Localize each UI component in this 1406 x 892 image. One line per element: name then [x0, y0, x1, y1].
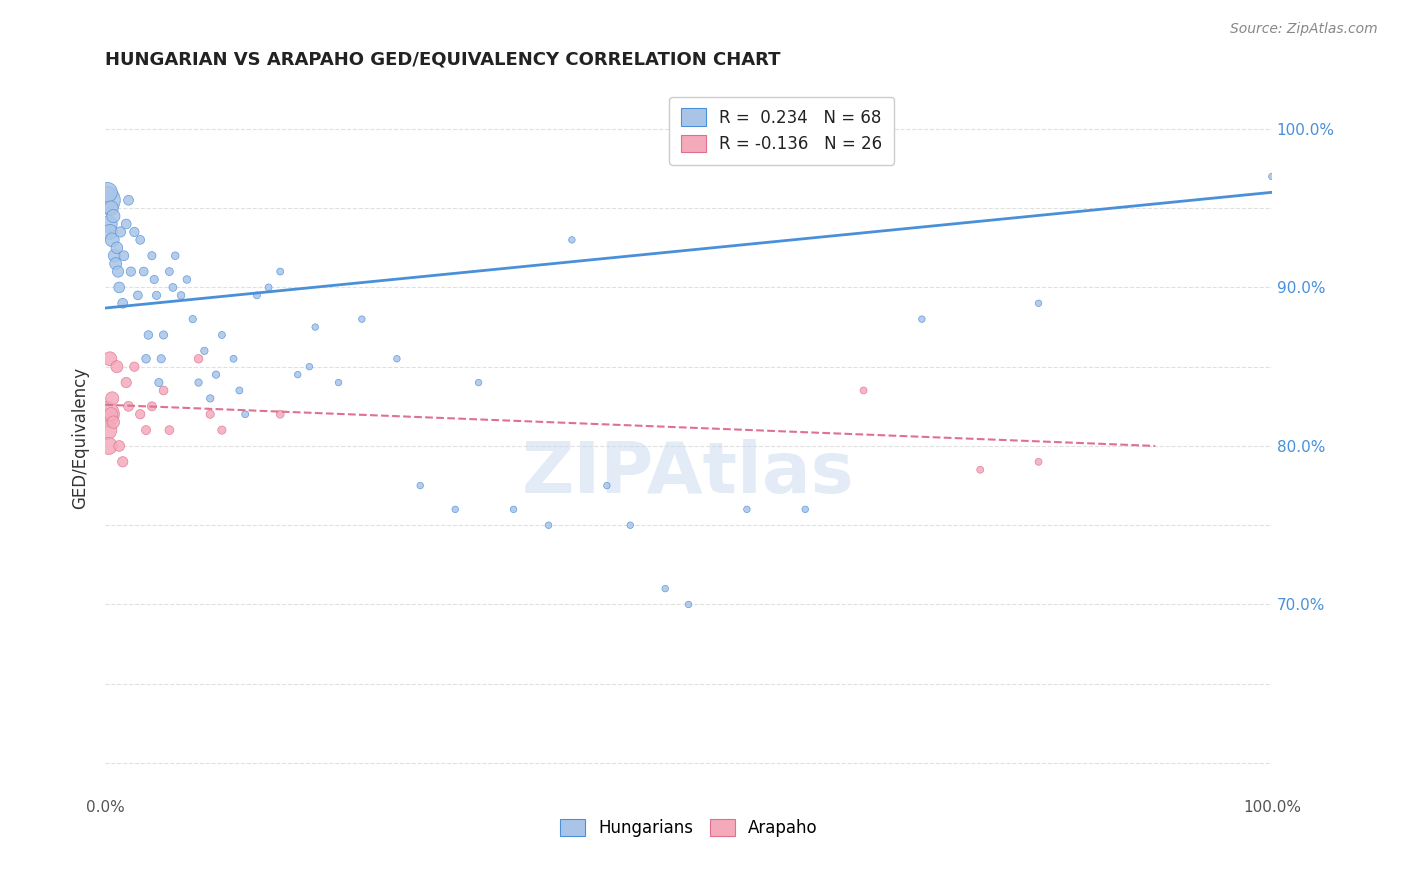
Point — [145, 288, 167, 302]
Point — [148, 376, 170, 390]
Point — [205, 368, 228, 382]
Point — [467, 376, 489, 390]
Point — [120, 264, 142, 278]
Point — [129, 233, 152, 247]
Point — [96, 186, 118, 200]
Point — [150, 351, 173, 366]
Point — [200, 392, 222, 406]
Point — [162, 280, 184, 294]
Point — [385, 351, 408, 366]
Point — [200, 407, 222, 421]
Text: HUNGARIAN VS ARAPAHO GED/EQUIVALENCY CORRELATION CHART: HUNGARIAN VS ARAPAHO GED/EQUIVALENCY COR… — [105, 51, 780, 69]
Point — [211, 423, 233, 437]
Point — [181, 312, 204, 326]
Text: Source: ZipAtlas.com: Source: ZipAtlas.com — [1230, 22, 1378, 37]
Point — [101, 392, 124, 406]
Point — [96, 407, 118, 421]
Point — [794, 502, 817, 516]
Point — [228, 384, 250, 398]
Point — [152, 328, 174, 343]
Point — [157, 264, 180, 278]
Point — [409, 478, 432, 492]
Point — [537, 518, 560, 533]
Point — [103, 249, 125, 263]
Point — [152, 384, 174, 398]
Point — [115, 217, 138, 231]
Point — [654, 582, 676, 596]
Point — [97, 439, 120, 453]
Point — [444, 502, 467, 516]
Point — [129, 407, 152, 421]
Point — [104, 257, 127, 271]
Point — [105, 241, 128, 255]
Point — [103, 209, 125, 223]
Point — [117, 193, 139, 207]
Point — [112, 249, 135, 263]
Point — [304, 320, 326, 334]
Point — [141, 400, 163, 414]
Point — [619, 518, 641, 533]
Point — [101, 233, 124, 247]
Point — [287, 368, 309, 382]
Point — [105, 359, 128, 374]
Point — [124, 225, 146, 239]
Point — [110, 225, 132, 239]
Point — [735, 502, 758, 516]
Point — [98, 225, 121, 239]
Point — [111, 455, 134, 469]
Point — [141, 249, 163, 263]
Legend: Hungarians, Arapaho: Hungarians, Arapaho — [553, 812, 824, 844]
Point — [96, 423, 118, 437]
Point — [269, 264, 291, 278]
Point — [135, 423, 157, 437]
Point — [1261, 169, 1284, 184]
Point — [98, 351, 121, 366]
Point — [257, 280, 280, 294]
Point — [187, 351, 209, 366]
Point — [127, 288, 149, 302]
Point — [298, 359, 321, 374]
Point — [111, 296, 134, 310]
Point — [108, 280, 131, 294]
Point — [96, 193, 118, 207]
Point — [132, 264, 155, 278]
Point — [561, 233, 583, 247]
Point — [222, 351, 245, 366]
Point — [157, 423, 180, 437]
Point — [852, 384, 875, 398]
Point — [211, 328, 233, 343]
Y-axis label: GED/Equivalency: GED/Equivalency — [72, 367, 89, 509]
Point — [143, 272, 166, 286]
Point — [135, 351, 157, 366]
Point — [1028, 296, 1050, 310]
Point — [596, 478, 619, 492]
Point — [911, 312, 934, 326]
Point — [246, 288, 269, 302]
Point — [124, 359, 146, 374]
Point — [100, 201, 122, 215]
Point — [115, 376, 138, 390]
Point — [1028, 455, 1050, 469]
Point — [97, 217, 120, 231]
Point — [969, 463, 991, 477]
Point — [103, 415, 125, 429]
Text: ZIPAtlas: ZIPAtlas — [522, 439, 855, 508]
Point — [350, 312, 373, 326]
Point — [117, 400, 139, 414]
Point — [170, 288, 193, 302]
Point — [502, 502, 524, 516]
Point — [165, 249, 187, 263]
Point — [176, 272, 198, 286]
Point — [138, 328, 160, 343]
Point — [100, 407, 122, 421]
Point — [678, 598, 700, 612]
Point — [328, 376, 350, 390]
Point — [193, 343, 215, 358]
Point — [107, 264, 129, 278]
Point — [269, 407, 291, 421]
Point — [233, 407, 256, 421]
Point — [187, 376, 209, 390]
Point — [108, 439, 131, 453]
